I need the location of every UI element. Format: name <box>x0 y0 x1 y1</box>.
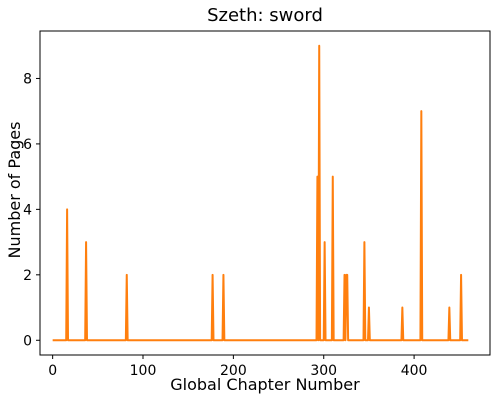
y-tick-label: 4 <box>23 202 32 218</box>
y-tick-label: 0 <box>23 333 32 349</box>
x-tick-label: 100 <box>130 363 157 379</box>
x-tick-label: 300 <box>310 363 337 379</box>
x-tick-label: 200 <box>220 363 247 379</box>
y-axis-label: Number of Pages <box>5 122 24 259</box>
series-line-0 <box>52 44 469 342</box>
y-tick-label: 2 <box>23 268 32 284</box>
x-tick-label: 400 <box>401 363 428 379</box>
y-tick-label: 6 <box>23 137 32 153</box>
x-axis-label: Global Chapter Number <box>170 375 360 394</box>
axes-frame <box>39 30 491 356</box>
plot-area <box>39 30 491 356</box>
y-tick-label: 8 <box>23 71 32 87</box>
x-tick-label: 0 <box>48 363 57 379</box>
chart-title: Szeth: sword <box>207 5 323 26</box>
axis-ticks: 0 100 200 300 400 0 2 4 6 8 <box>23 71 427 379</box>
